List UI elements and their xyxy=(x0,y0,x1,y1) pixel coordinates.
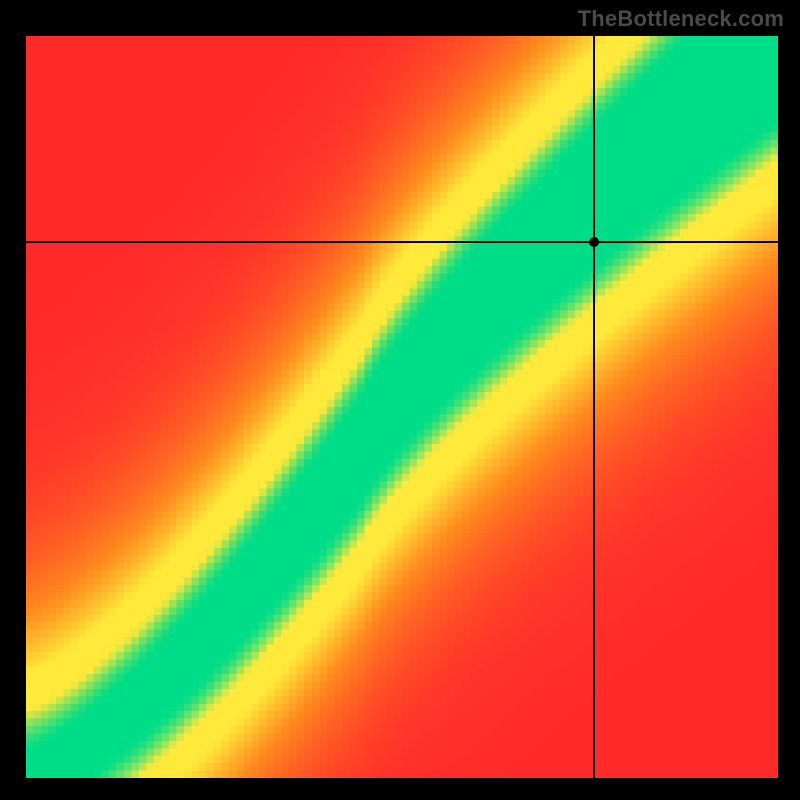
crosshair-marker xyxy=(589,237,599,247)
crosshair-horizontal xyxy=(24,241,780,243)
crosshair-vertical xyxy=(593,34,595,780)
watermark-text: TheBottleneck.com xyxy=(578,6,784,32)
figure-root: TheBottleneck.com xyxy=(0,0,800,800)
plot-area xyxy=(24,34,776,776)
heatmap-canvas xyxy=(26,36,778,778)
